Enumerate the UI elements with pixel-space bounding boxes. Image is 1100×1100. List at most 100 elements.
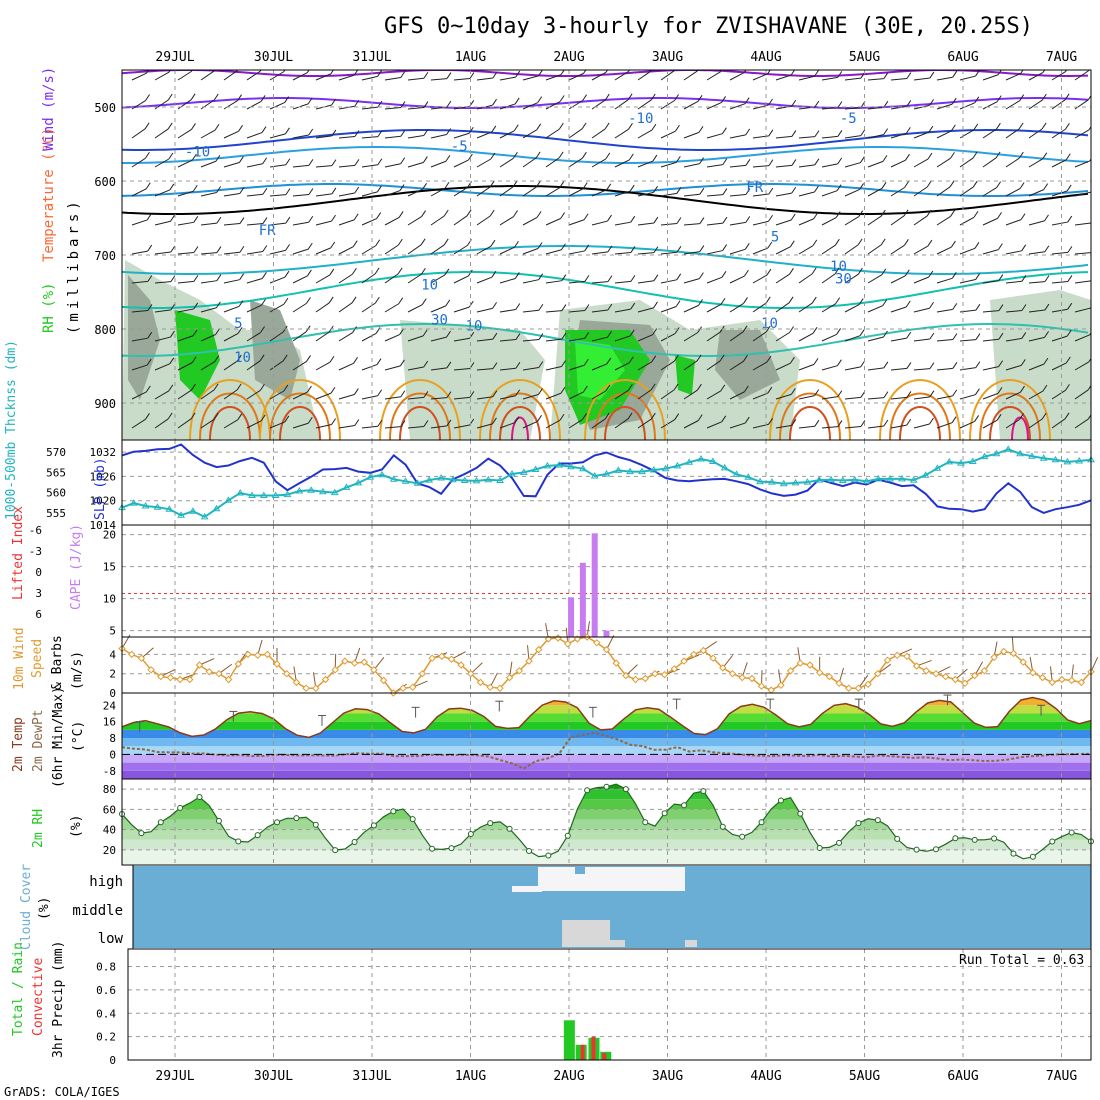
wind-barb-flag (558, 122, 564, 130)
wind-barb-flag (745, 188, 751, 195)
wind-barb-flag (584, 332, 590, 339)
wind-barb-flag (720, 384, 726, 392)
wind-barb (154, 336, 171, 342)
wind-barb-flag (1065, 356, 1071, 364)
wind-barb (338, 164, 355, 168)
wind-barb (591, 99, 606, 110)
wind-barb-flag (147, 331, 153, 339)
temp-tick-label: -8 (103, 765, 116, 778)
date-label-top: 4AUG (750, 50, 781, 65)
wind-barb (982, 310, 999, 313)
wind-barb-flag (306, 269, 312, 277)
wind-barb-flag (789, 240, 795, 248)
contour-label: 5 (771, 230, 779, 246)
wind-barb-flag (283, 297, 289, 305)
rh-point (448, 845, 455, 852)
wind-barb-flag (214, 355, 220, 362)
wind10m-tick-label: 0 (109, 687, 116, 700)
wind-barb-flag (814, 100, 820, 108)
contour-label: 10 (421, 278, 438, 294)
wind-barb (614, 128, 629, 139)
thickness-point (862, 477, 871, 484)
wind-barb (660, 251, 677, 255)
wind-barb (913, 423, 930, 429)
rh-point (138, 830, 145, 837)
wind-barb-flag (193, 246, 199, 253)
wind-barb (752, 73, 768, 81)
wind-barb (660, 360, 675, 371)
wind-barb-flag (1042, 152, 1048, 160)
wind-barb (1005, 128, 1020, 139)
wind-barb-flag (537, 415, 542, 422)
wind-barb (637, 222, 654, 226)
wind-barb-flag (260, 414, 266, 422)
wind-barb (798, 395, 815, 400)
wind-barb (637, 361, 652, 371)
wind10m-point (748, 674, 756, 683)
wind-barb-flag (1019, 413, 1024, 420)
precip-conv-bar (591, 1036, 596, 1060)
warm-contour (879, 379, 961, 440)
wind-barb-flag (652, 328, 658, 335)
wind-barb-flag (857, 238, 863, 246)
wind-barb-flag (446, 72, 452, 79)
date-label-top: 3AUG (652, 50, 683, 65)
wind10m-point (302, 684, 310, 692)
wind-barb (545, 101, 561, 110)
cape-bar (568, 597, 575, 637)
rh-point (855, 820, 862, 827)
wind-barb (936, 395, 953, 400)
wind10m-point (360, 658, 369, 666)
wind10m-ylabel-3: & Barbs (50, 635, 65, 690)
rh-tick-label: 20 (103, 844, 116, 857)
wind-barb-flag (1065, 153, 1071, 161)
wind-barb-flag (398, 211, 404, 218)
wind-barb-flag (330, 386, 336, 394)
wind10m-point (379, 676, 388, 685)
wind10m-point (292, 678, 301, 687)
precip-tick-label: 0.6 (96, 984, 116, 997)
wind-barb (338, 135, 355, 139)
wind-barb-flag (699, 217, 705, 224)
wind-barb-flag (814, 389, 820, 396)
wind-barb-flag (927, 152, 933, 160)
wind-barb-flag (239, 187, 245, 194)
wind-barb (1074, 361, 1090, 371)
wind-barb (683, 193, 700, 197)
wind-barb (338, 332, 353, 342)
wind-barb (315, 423, 332, 429)
rh-shading (250, 300, 300, 400)
wind-barb-flag (420, 267, 426, 275)
wind10m-point (1000, 647, 1008, 656)
rh-point (1029, 853, 1036, 860)
wind-barb (1074, 99, 1089, 110)
wind10m-point (806, 661, 814, 669)
thickness-point (543, 461, 552, 469)
wind-barb-flag (676, 246, 682, 253)
wind-barb (913, 338, 930, 342)
wind-barb-flag (423, 360, 429, 368)
wind-barb-flag (814, 419, 820, 427)
rh-band (122, 829, 1091, 840)
wind-barb-flag (834, 267, 840, 275)
wind-barb (637, 418, 652, 429)
wind-barb (568, 219, 585, 226)
wind-barb (315, 193, 332, 197)
thickness-point (626, 467, 634, 475)
wind-barb (867, 244, 882, 255)
wind-barb-flag (306, 355, 311, 362)
wind-barb (890, 215, 905, 226)
wind-barb-flag (627, 383, 633, 391)
wind-barb (315, 247, 331, 255)
wind-barb (752, 392, 769, 400)
date-label-top: 30JUL (254, 50, 293, 65)
wind10m-point (282, 669, 291, 678)
wind-barb (522, 394, 539, 400)
wind-barb-flag (329, 268, 335, 276)
wind10m-point (224, 675, 233, 684)
precip-total-bar (563, 1020, 575, 1060)
contour-label: -10 (628, 111, 653, 127)
wind-barb-flag (490, 152, 496, 160)
wind-barb (246, 250, 263, 255)
wind-barb-flag (1020, 359, 1026, 366)
